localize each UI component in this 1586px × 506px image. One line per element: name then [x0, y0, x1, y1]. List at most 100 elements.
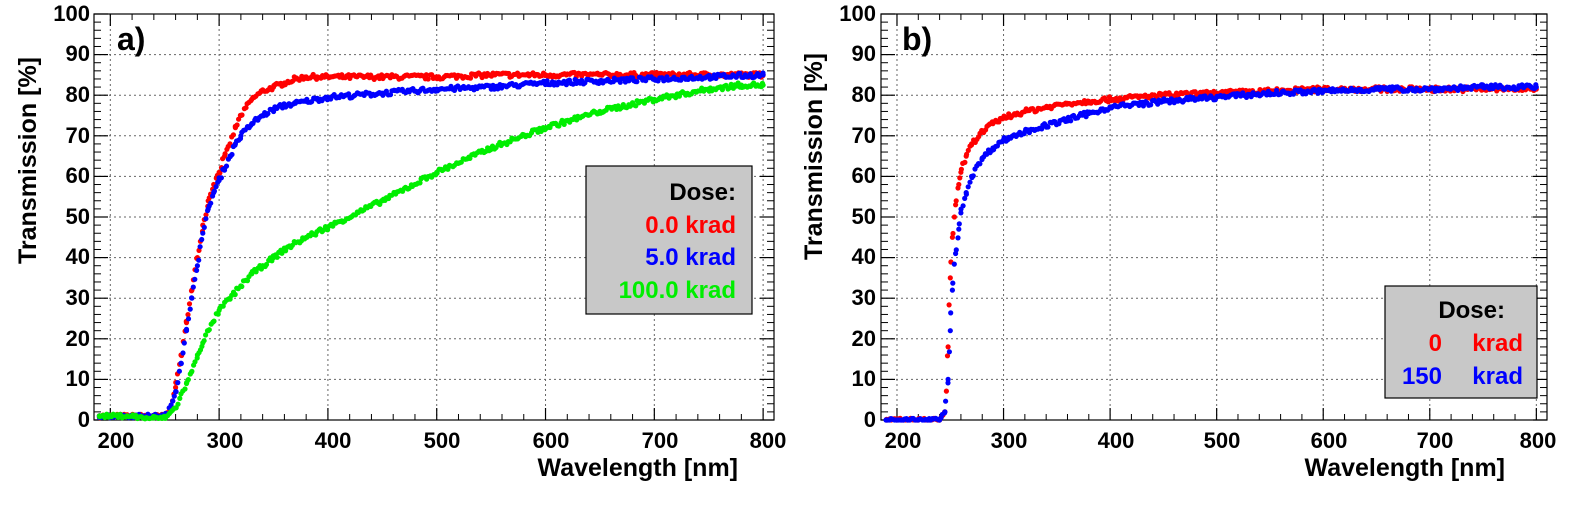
y-tick-label: 80: [852, 82, 876, 107]
data-point-100-0-krad: [735, 80, 741, 86]
y-tick-label: 30: [66, 285, 90, 310]
data-point-5-0-krad: [237, 135, 244, 142]
data-point-0-0-krad: [230, 132, 236, 138]
data-point-150-krad: [1315, 90, 1321, 96]
data-point-5-0-krad: [175, 380, 181, 386]
data-point-5-0-krad: [760, 70, 766, 76]
data-point-5-0-krad: [210, 193, 216, 199]
panel-a-y-axis-label: Transmission [%]: [14, 57, 42, 264]
data-point-0-0-krad: [234, 122, 240, 128]
data-point-0-krad: [950, 230, 956, 237]
y-tick-label: 10: [852, 366, 876, 391]
y-tick-label: 70: [66, 123, 90, 148]
data-point-5-0-krad: [176, 368, 182, 374]
data-point-5-0-krad: [733, 74, 739, 80]
data-point-150-krad: [1274, 87, 1280, 94]
x-tick-label: 600: [533, 428, 570, 453]
x-tick-label: 600: [1311, 428, 1348, 453]
y-tick-label: 60: [66, 163, 90, 188]
data-point-0-krad: [951, 214, 958, 220]
data-point-5-0-krad: [215, 179, 221, 185]
data-point-5-0-krad: [346, 91, 352, 97]
data-point-5-0-krad: [178, 360, 184, 367]
legend-entry-unit-150: krad: [1472, 363, 1523, 390]
data-point-5-0-krad: [185, 316, 192, 322]
data-point-150-krad: [958, 210, 964, 216]
x-tick-label: 800: [750, 428, 787, 453]
data-point-150-krad: [943, 398, 949, 404]
legend-entry-5-krad: 5.0 krad: [645, 244, 736, 271]
data-point-0-krad: [944, 353, 951, 359]
legend-entry-value-150: 150: [1402, 363, 1442, 390]
data-point-0-0-krad: [220, 156, 226, 162]
data-point-0-krad: [943, 388, 950, 394]
data-point-5-0-krad: [737, 70, 743, 76]
panel-a-y-tick-labels: 0 10 20 30 40 50 60 70 80 90 100: [53, 1, 90, 432]
data-point-100-0-krad: [215, 311, 221, 317]
y-tick-label: 50: [852, 204, 876, 229]
data-point-150-krad: [1068, 118, 1074, 124]
panel-b-x-axis-label: Wavelength [nm]: [1305, 454, 1505, 482]
data-point-100-0-krad: [244, 278, 251, 284]
data-point-150-krad: [1148, 102, 1154, 108]
data-point-100-0-krad: [194, 355, 200, 361]
data-point-150-krad: [1533, 82, 1539, 88]
data-point-5-0-krad: [189, 295, 195, 301]
data-point-100-0-krad: [192, 359, 198, 365]
data-point-100-0-krad: [269, 258, 275, 264]
data-point-100-0-krad: [199, 343, 205, 349]
data-point-100-0-krad: [239, 283, 245, 290]
data-point-5-0-krad: [223, 163, 230, 169]
data-point-0-0-krad: [186, 301, 193, 307]
data-point-150-krad: [951, 261, 957, 267]
data-point-0-0-krad: [423, 72, 429, 78]
data-point-150-krad: [1531, 86, 1537, 92]
data-point-5-0-krad: [563, 82, 570, 88]
data-point-0-krad: [946, 302, 952, 308]
data-point-100-0-krad: [177, 395, 183, 401]
data-point-100-0-krad: [279, 250, 285, 256]
data-point-5-0-krad: [634, 79, 640, 85]
y-tick-label: 20: [66, 326, 90, 351]
data-point-5-0-krad: [713, 75, 719, 81]
legend-entry-unit-0: krad: [1472, 330, 1523, 357]
data-point-5-0-krad: [213, 184, 219, 190]
data-point-5-0-krad: [173, 389, 179, 395]
data-point-5-0-krad: [192, 276, 198, 282]
data-point-100-0-krad: [325, 227, 331, 233]
data-point-5-0-krad: [183, 326, 190, 332]
data-point-150-krad: [1290, 91, 1297, 97]
data-point-100-0-krad: [559, 117, 565, 123]
x-tick-label: 300: [207, 428, 244, 453]
data-point-5-0-krad: [190, 284, 196, 290]
data-point-100-0-krad: [201, 338, 207, 344]
panel-b-ticks: [881, 13, 1547, 421]
data-point-150-krad: [947, 328, 953, 334]
x-tick-label: 300: [991, 428, 1028, 453]
data-point-5-0-krad: [181, 340, 187, 346]
data-point-150-krad: [1140, 103, 1146, 109]
y-tick-label: 70: [852, 123, 876, 148]
panel-b: 0 10 20 30 40 50 60 70 80 90 100 200 300…: [800, 1, 1556, 482]
data-point-150-krad: [948, 310, 954, 316]
panel-a-points: [96, 69, 766, 422]
data-point-5-0-krad: [187, 306, 193, 312]
data-point-5-0-krad: [208, 200, 214, 206]
y-tick-label: 30: [852, 285, 876, 310]
data-point-0-krad: [953, 198, 959, 204]
data-point-150-krad: [1021, 131, 1027, 137]
data-point-100-0-krad: [185, 377, 191, 383]
data-point-5-0-krad: [194, 267, 200, 273]
y-tick-label: 0: [864, 407, 876, 432]
y-tick-label: 100: [53, 1, 90, 26]
y-tick-label: 100: [839, 1, 876, 26]
data-point-5-0-krad: [168, 402, 174, 408]
data-point-0-0-krad: [269, 87, 275, 93]
data-point-150-krad: [970, 173, 976, 179]
panel-a: 0 10 20 30 40 50 60 70 80 90 100 200 300…: [14, 1, 786, 482]
data-point-0-0-krad: [173, 384, 179, 391]
legend-box: [1384, 285, 1538, 399]
data-point-150-krad: [960, 203, 966, 209]
data-point-5-0-krad: [200, 230, 206, 236]
